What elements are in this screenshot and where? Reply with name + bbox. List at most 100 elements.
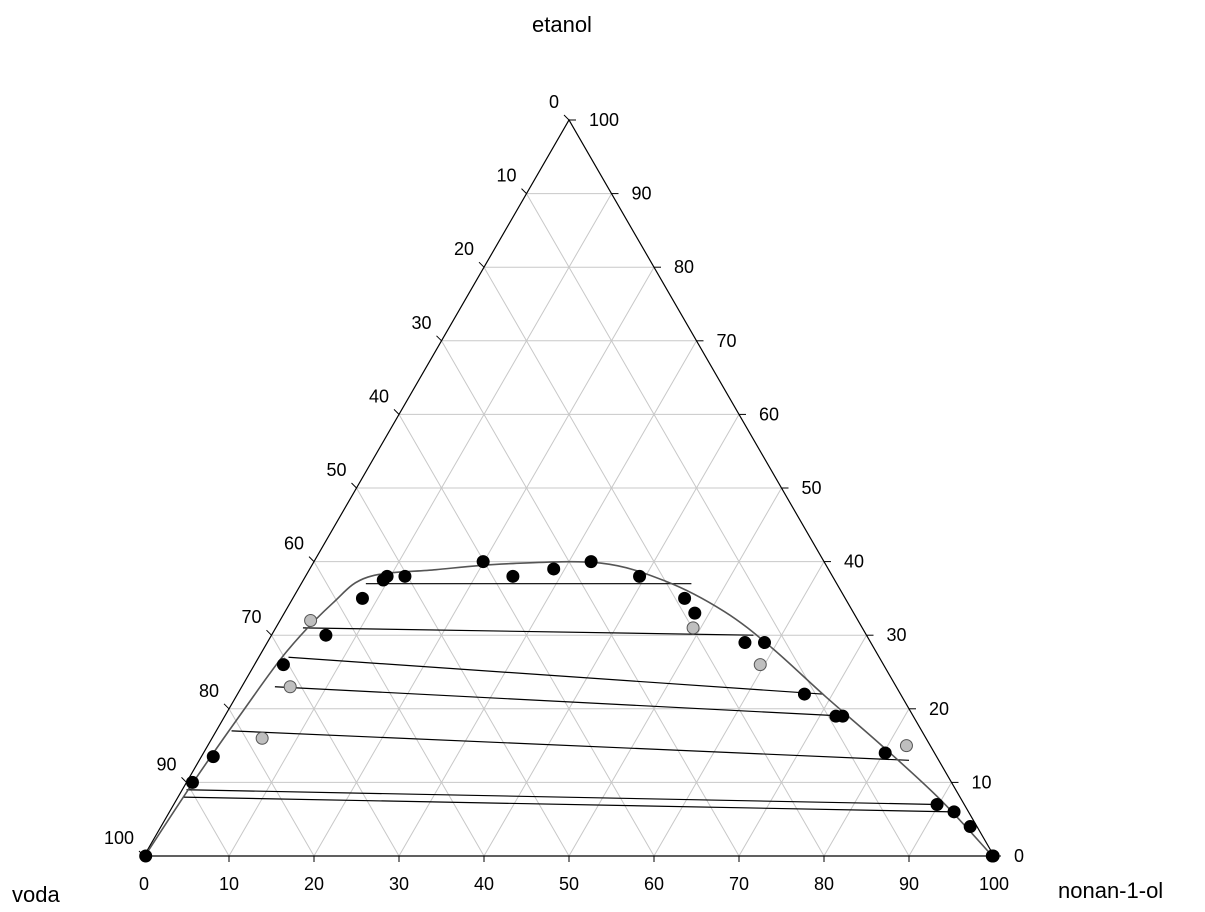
- bottom-tick-label: 90: [899, 874, 919, 894]
- axis-ticks: 0 0 0 10 10 10 20 20 20 30 30 30 40 40 40 50 50 50 60 60 60 7…: [104, 92, 1024, 894]
- bottom-tick-label: 30: [389, 874, 409, 894]
- open-data-point: [304, 613, 318, 627]
- filled-data-point: [738, 636, 752, 650]
- bottom-tick-label: 80: [814, 874, 834, 894]
- left-tick-label: 40: [369, 386, 389, 406]
- tie-line: [288, 656, 823, 695]
- bottom-tick-label: 0: [139, 874, 149, 894]
- open-data-point: [753, 658, 767, 672]
- filled-data-point: [963, 820, 977, 834]
- bottom-tick-label: 10: [219, 874, 239, 894]
- grid-line: [228, 193, 612, 857]
- tie-line: [186, 789, 938, 806]
- grid-lines: [186, 193, 952, 857]
- filled-data-point: [476, 555, 490, 569]
- filled-data-point: [355, 591, 369, 605]
- data-points: [139, 555, 1000, 863]
- filled-data-point: [185, 775, 199, 789]
- tick-mark: [181, 777, 187, 783]
- tie-line: [274, 686, 846, 717]
- tick-mark: [521, 188, 527, 194]
- right-tick-label: 90: [632, 184, 652, 204]
- tie-line: [302, 627, 754, 636]
- filled-data-point: [633, 569, 647, 583]
- right-tick-label: 80: [674, 257, 694, 277]
- tick-mark: [436, 335, 442, 342]
- tie-line: [183, 796, 954, 813]
- grid-line: [228, 708, 315, 857]
- filled-data-point: [319, 628, 333, 642]
- filled-data-point: [836, 709, 850, 723]
- grid-line: [908, 782, 952, 857]
- grid-line: [313, 561, 485, 857]
- bottom-tick-label: 70: [729, 874, 749, 894]
- tie-line: [231, 730, 910, 761]
- tick-mark: [223, 703, 230, 710]
- filled-data-point: [688, 606, 702, 620]
- filled-data-point: [930, 797, 944, 811]
- open-data-point: [255, 731, 269, 745]
- right-tick-label: 100: [589, 110, 619, 130]
- bottom-tick-label: 100: [979, 874, 1009, 894]
- left-tick-label: 60: [284, 534, 304, 554]
- filled-data-point: [139, 849, 153, 863]
- tick-mark: [563, 114, 570, 121]
- tick-mark: [393, 409, 400, 415]
- right-tick-label: 40: [844, 552, 864, 572]
- filled-data-point: [506, 569, 520, 583]
- filled-data-point: [276, 658, 290, 672]
- tie-lines: [183, 583, 954, 813]
- binodal-curve: [144, 560, 993, 857]
- right-tick-label: 70: [717, 331, 737, 351]
- bottom-tick-label: 60: [644, 874, 664, 894]
- right-tick-label: 60: [759, 404, 779, 424]
- left-tick-label: 10: [496, 166, 516, 186]
- tick-mark: [478, 261, 485, 268]
- filled-data-point: [584, 555, 598, 569]
- grid-line: [526, 193, 910, 857]
- open-data-point: [686, 621, 700, 635]
- right-tick-label: 0: [1014, 846, 1024, 866]
- grid-line: [398, 340, 697, 857]
- grid-line: [441, 340, 740, 857]
- filled-data-point: [986, 849, 1000, 863]
- open-data-point: [283, 680, 297, 694]
- bottom-tick-label: 50: [559, 874, 579, 894]
- grid-line: [823, 708, 910, 857]
- open-data-point: [899, 739, 913, 753]
- filled-data-point: [947, 805, 961, 819]
- grid-line: [568, 487, 782, 857]
- filled-data-point: [878, 746, 892, 760]
- filled-data-point: [758, 636, 771, 650]
- top-component-label: etanol: [532, 12, 592, 37]
- left-tick-label: 50: [326, 460, 346, 480]
- tick-mark: [266, 629, 272, 636]
- left-tick-label: 100: [104, 828, 134, 848]
- right-component-label: nonan-1-ol: [1058, 878, 1164, 903]
- grid-line: [738, 634, 867, 857]
- bottom-tick-label: 40: [474, 874, 494, 894]
- left-tick-label: 90: [156, 754, 176, 774]
- tick-mark: [351, 482, 357, 489]
- bottom-tick-label: 20: [304, 874, 324, 894]
- right-tick-label: 10: [972, 772, 992, 792]
- filled-data-point: [547, 562, 561, 576]
- grid-line: [271, 634, 400, 857]
- left-tick-label: 70: [241, 607, 261, 627]
- right-tick-label: 20: [929, 699, 949, 719]
- tick-mark: [308, 556, 315, 562]
- filled-data-point: [380, 569, 394, 583]
- left-tick-label: 0: [549, 92, 559, 112]
- grid-line: [186, 782, 230, 857]
- left-tick-label: 80: [199, 681, 219, 701]
- filled-data-point: [398, 569, 412, 583]
- left-tick-label: 30: [411, 313, 431, 333]
- left-component-label: voda: [12, 882, 60, 907]
- right-tick-label: 50: [802, 478, 822, 498]
- filled-data-point: [206, 750, 220, 764]
- binodal-curve-path: [144, 560, 993, 857]
- filled-data-point: [678, 591, 692, 605]
- left-tick-label: 20: [454, 239, 474, 259]
- grid-line: [356, 487, 570, 857]
